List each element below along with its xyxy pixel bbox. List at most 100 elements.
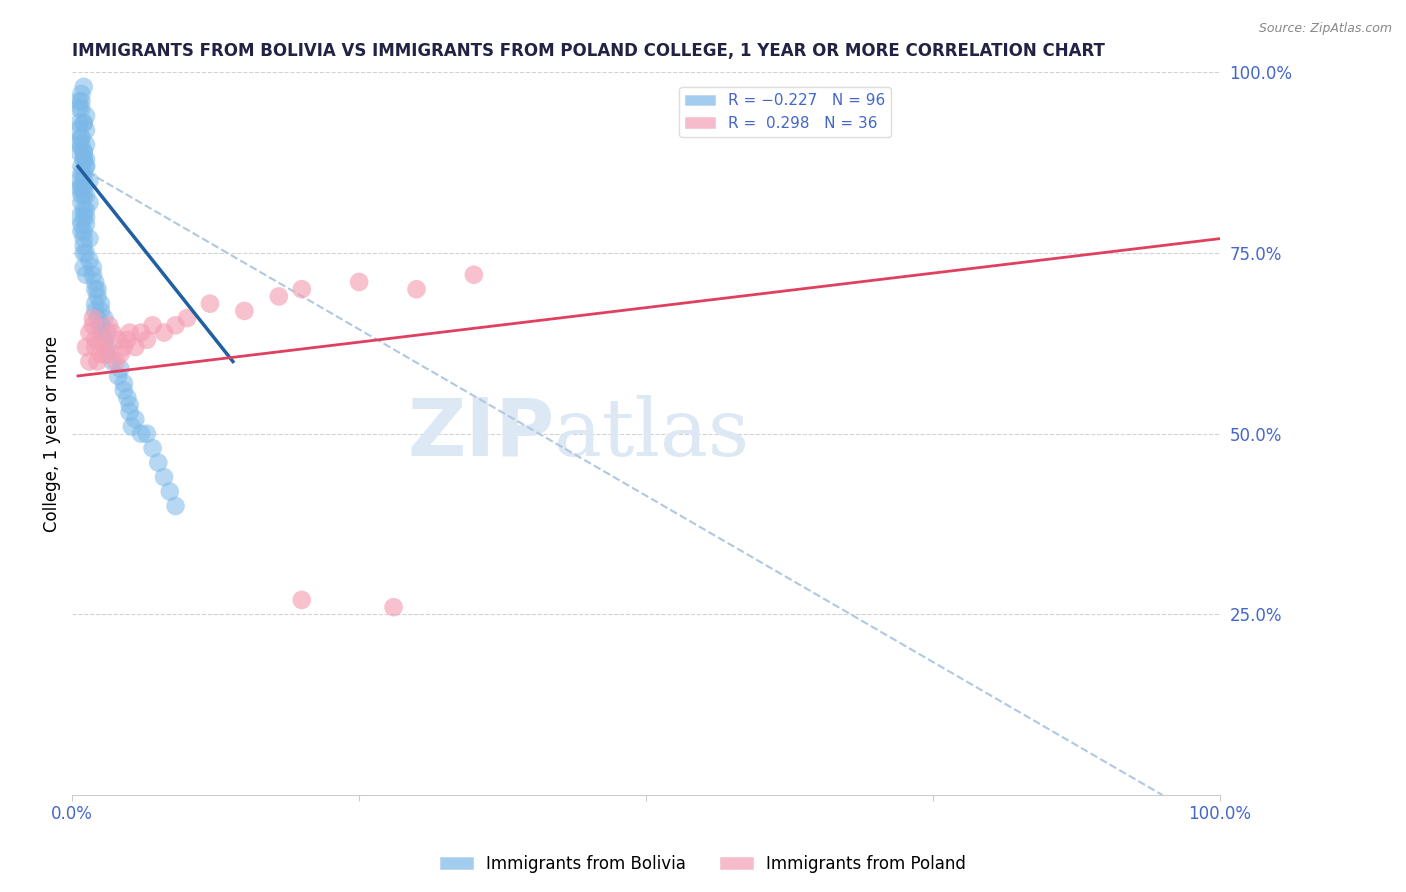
- Point: [75, 340, 97, 354]
- Point: [67, 95, 90, 109]
- Point: [67, 137, 90, 152]
- Point: [291, 282, 314, 296]
- Point: [135, 333, 157, 347]
- Point: [66, 123, 89, 137]
- Point: [70, 181, 93, 195]
- Point: [73, 116, 96, 130]
- Point: [142, 441, 165, 455]
- Point: [291, 593, 314, 607]
- Point: [73, 152, 96, 166]
- Point: [118, 398, 141, 412]
- Point: [79, 232, 101, 246]
- Point: [73, 239, 96, 253]
- Point: [75, 210, 97, 224]
- Point: [104, 354, 127, 368]
- Point: [73, 79, 96, 94]
- Point: [73, 174, 96, 188]
- Point: [73, 202, 96, 217]
- Point: [129, 426, 152, 441]
- Point: [347, 275, 370, 289]
- Point: [129, 326, 152, 340]
- Point: [112, 384, 135, 398]
- Point: [79, 253, 101, 268]
- Point: [73, 152, 96, 166]
- Point: [86, 311, 108, 326]
- Point: [79, 174, 101, 188]
- Point: [73, 145, 96, 159]
- Point: [75, 160, 97, 174]
- Point: [382, 600, 405, 615]
- Point: [101, 354, 124, 368]
- Point: [96, 326, 118, 340]
- Point: [67, 116, 90, 130]
- Point: [70, 102, 93, 116]
- Point: [110, 347, 132, 361]
- Point: [75, 160, 97, 174]
- Point: [73, 145, 96, 159]
- Point: [70, 95, 93, 109]
- Point: [73, 181, 96, 195]
- Point: [107, 333, 129, 347]
- Point: [75, 217, 97, 231]
- Point: [75, 137, 97, 152]
- Point: [90, 347, 112, 361]
- Point: [124, 412, 146, 426]
- Point: [70, 87, 93, 101]
- Point: [73, 224, 96, 238]
- Point: [75, 268, 97, 282]
- Text: ZIP: ZIP: [406, 395, 554, 473]
- Point: [118, 326, 141, 340]
- Point: [142, 318, 165, 333]
- Point: [198, 296, 221, 310]
- Point: [86, 282, 108, 296]
- Point: [165, 499, 187, 513]
- Point: [82, 268, 104, 282]
- Point: [79, 326, 101, 340]
- Point: [90, 296, 112, 310]
- Point: [75, 202, 97, 217]
- Point: [96, 347, 118, 361]
- Point: [153, 326, 176, 340]
- Point: [70, 224, 93, 238]
- Point: [90, 318, 112, 333]
- Point: [67, 210, 90, 224]
- Point: [75, 123, 97, 137]
- Point: [73, 188, 96, 202]
- Point: [110, 361, 132, 376]
- Point: [112, 376, 135, 391]
- Point: [153, 470, 176, 484]
- Point: [112, 340, 135, 354]
- Point: [90, 318, 112, 333]
- Point: [75, 246, 97, 260]
- Point: [176, 311, 198, 326]
- Point: [233, 304, 256, 318]
- Legend: R = −0.227   N = 96, R =  0.298   N = 36: R = −0.227 N = 96, R = 0.298 N = 36: [679, 87, 891, 137]
- Point: [75, 152, 97, 166]
- Point: [84, 275, 107, 289]
- Point: [73, 232, 96, 246]
- Point: [121, 419, 143, 434]
- Point: [82, 260, 104, 275]
- Point: [97, 318, 120, 333]
- Point: [135, 426, 157, 441]
- Point: [159, 484, 181, 499]
- Point: [93, 340, 115, 354]
- Point: [79, 354, 101, 368]
- Point: [70, 195, 93, 210]
- Point: [75, 188, 97, 202]
- Point: [84, 333, 107, 347]
- Point: [67, 174, 90, 188]
- Legend: Immigrants from Bolivia, Immigrants from Poland: Immigrants from Bolivia, Immigrants from…: [433, 848, 973, 880]
- Point: [67, 102, 90, 116]
- Point: [70, 137, 93, 152]
- Point: [96, 347, 118, 361]
- Point: [463, 268, 485, 282]
- Point: [90, 333, 112, 347]
- Point: [79, 195, 101, 210]
- Point: [93, 333, 115, 347]
- Point: [124, 340, 146, 354]
- Text: atlas: atlas: [554, 395, 749, 473]
- Point: [70, 188, 93, 202]
- Point: [73, 167, 96, 181]
- Point: [82, 318, 104, 333]
